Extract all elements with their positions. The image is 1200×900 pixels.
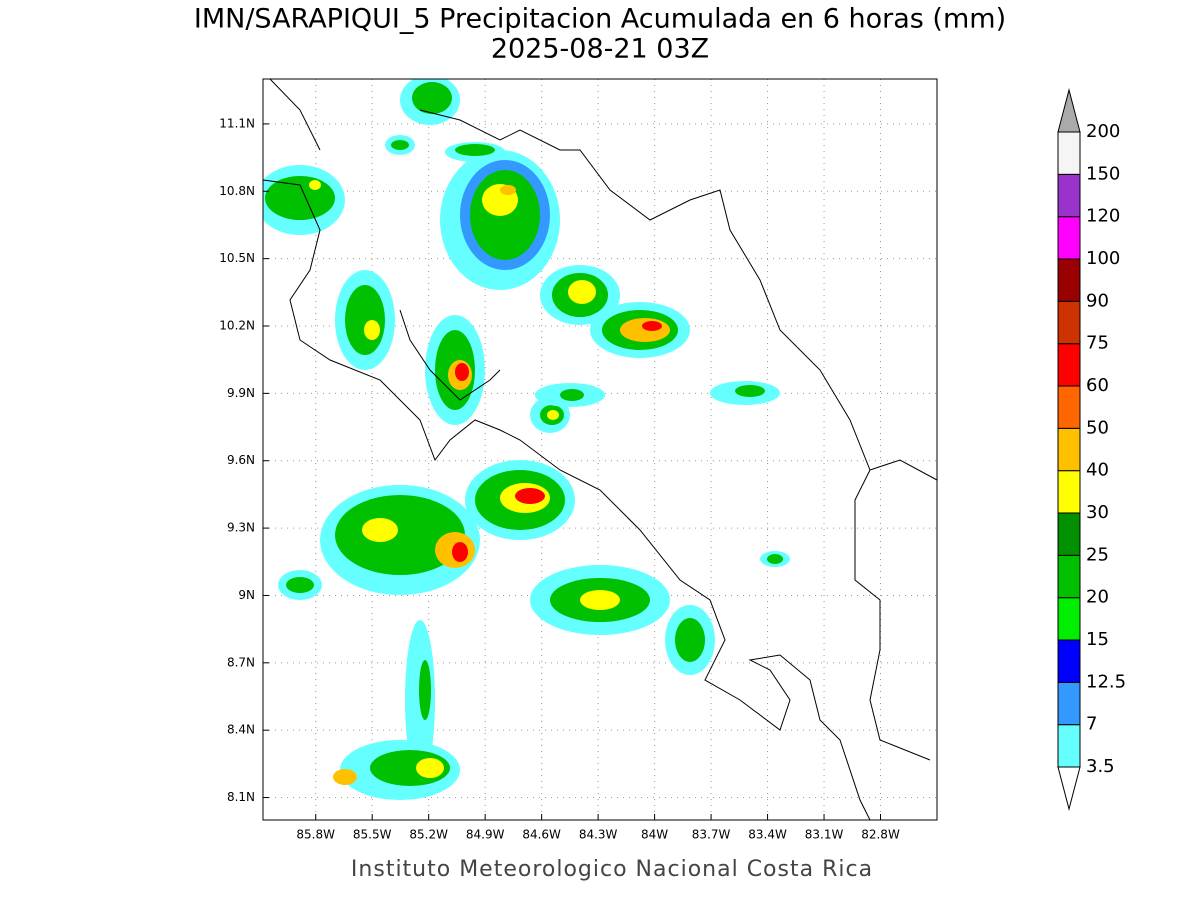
colorbar-label: 7 [1086,714,1097,735]
x-tick-label: 84.9W [466,828,505,842]
y-tick-label: 8.7N [227,655,255,669]
colorbar-band [1057,427,1081,472]
grid [263,79,937,820]
y-tick-label: 8.4N [227,723,255,737]
colorbar-band [1057,343,1081,387]
colorbar-band [1057,216,1081,260]
colorbar-band [1057,597,1081,641]
colorbar-label: 100 [1086,248,1120,269]
y-tick-label: 11.1N [219,116,255,130]
coastline [263,79,937,820]
rain-cells [263,79,790,800]
x-tick-label: 85.8W [296,828,335,842]
y-tick-label: 10.2N [219,319,255,333]
colorbar-label: 90 [1086,290,1109,311]
colorbar-label: 30 [1086,502,1109,523]
colorbar-band [1057,173,1081,218]
colorbar-label: 3.5 [1086,756,1115,777]
colorbar-label: 25 [1086,544,1109,565]
colorbar-band [1057,131,1081,175]
title: IMN/SARAPIQUI_5 Precipitacion Acumulada … [194,4,1006,35]
x-tick-label: 84.3W [579,828,618,842]
y-tick-label: 9N [238,588,255,602]
colorbar-band [1057,554,1081,599]
colorbar-label: 75 [1086,333,1109,354]
y-tick-label: 8.1N [227,790,255,804]
colorbar-label: 15 [1086,629,1109,650]
axes: 85.8W 85.5W 85.2W 84.9W 84.6W 84.3W 84W 83.7W 83… [219,116,900,841]
colorbar-band [1057,512,1081,556]
map-frame [262,78,938,821]
colorbar-band [1057,258,1081,302]
colorbar-over [1057,88,1081,133]
credit: Instituto Meteorologico Nacional Costa R… [351,857,873,882]
colorbar-label: 12.5 [1086,671,1126,692]
colorbar-label: 40 [1086,460,1109,481]
colorbar-label: 60 [1086,375,1109,396]
precipitation [263,79,937,820]
x-tick-label: 84W [641,828,668,842]
colorbar-label: 50 [1086,417,1109,438]
colorbar-band [1057,300,1081,345]
colorbar-band [1057,385,1081,429]
colorbar-band [1057,681,1081,726]
x-tick-label: 82.8W [861,828,900,842]
y-tick-label: 10.8N [219,184,255,198]
colorbar-label: 200 [1086,121,1120,142]
y-tick-label: 9.3N [227,521,255,535]
colorbar-band [1057,639,1081,683]
y-tick-label: 9.9N [227,386,255,400]
x-tick-label: 84.6W [522,828,561,842]
colorbar-band [1057,470,1081,514]
x-tick-label: 83.4W [748,828,787,842]
y-tick-label: 10.5N [219,251,255,265]
x-tick-label: 83.1W [805,828,844,842]
colorbar: 3.5 7 12.5 15 20 25 30 40 50 60 75 90 100 120 150 200 [1057,88,1126,811]
x-tick-label: 85.2W [409,828,448,842]
colorbar-label: 120 [1086,206,1120,227]
colorbar-label: 20 [1086,587,1109,608]
subtitle: 2025-08-21 03Z [491,34,709,65]
x-tick-label: 83.7W [692,828,731,842]
colorbar-band [1057,724,1081,768]
colorbar-under [1057,766,1081,811]
y-tick-label: 9.6N [227,453,255,467]
colorbar-label: 150 [1086,163,1120,184]
x-tick-label: 85.5W [353,828,392,842]
